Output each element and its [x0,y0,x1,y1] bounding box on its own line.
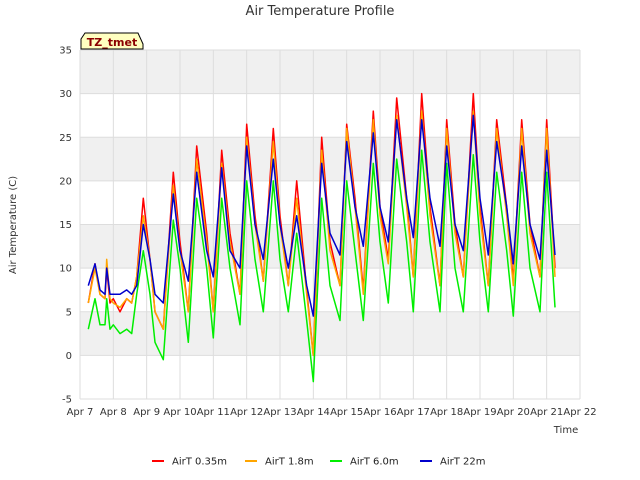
x-tick-label: Apr 21 [530,407,563,418]
legend: AirT 0.35m AirT 1.8m AirT 6.0m AirT 22m [152,457,485,468]
series-group [87,92,556,383]
y-tick-label: 10 [59,264,72,275]
x-tick-label: Apr 22 [563,407,596,418]
y-tick-label: 5 [66,307,72,318]
legend-item: AirT 6.0m [330,457,399,468]
y-tick-label: 35 [59,46,72,57]
x-tick-label: Apr 20 [497,407,530,418]
legend-item: AirT 22m [420,457,485,468]
x-tick-label: Apr 11 [197,407,230,418]
x-tick-label: Apr 7 [67,407,94,418]
station-badge-box [80,32,144,50]
y-tick-label: 30 [59,89,72,100]
y-tick-label: 15 [59,220,72,231]
legend-label: AirT 1.8m [265,457,314,468]
legend-label: AirT 22m [440,457,485,468]
y-tick-label: 25 [59,133,72,144]
series-line-airt-22m [87,114,556,317]
y-axis-title: Air Temperature (C) [8,176,19,274]
y-tick-label: 20 [59,176,72,187]
station-label: TZ_tmet [87,36,137,49]
grid-band [80,311,580,356]
x-tick-label: Apr 10 [163,407,196,418]
chart-title: Air Temperature Profile [246,4,395,19]
legend-item: AirT 1.8m [245,457,314,468]
legend-item: AirT 0.35m [152,457,227,468]
x-tick-label: Apr 18 [430,407,463,418]
grid-band [80,137,580,181]
series-line-airt-6-0m [87,149,556,383]
x-tick-label: Apr 15 [330,407,363,418]
grid-band [80,50,580,94]
x-tick-label: Apr 14 [297,407,330,418]
x-tick-label: Apr 9 [133,407,160,418]
x-tick-label: Apr 16 [363,407,396,418]
x-axis-title: Time [553,425,578,436]
x-tick-label: Apr 8 [100,407,127,418]
x-tick-label: Apr 12 [230,407,263,418]
y-tick-label: -5 [62,395,72,406]
legend-label: AirT 6.0m [350,457,399,468]
x-tick-label: Apr 13 [263,407,296,418]
x-tick-label: Apr 19 [463,407,496,418]
x-tick-label: Apr 17 [397,407,430,418]
legend-label: AirT 0.35m [172,457,227,468]
y-tick-label: 0 [66,351,72,362]
station-badge: TZ_tmet [80,32,144,50]
